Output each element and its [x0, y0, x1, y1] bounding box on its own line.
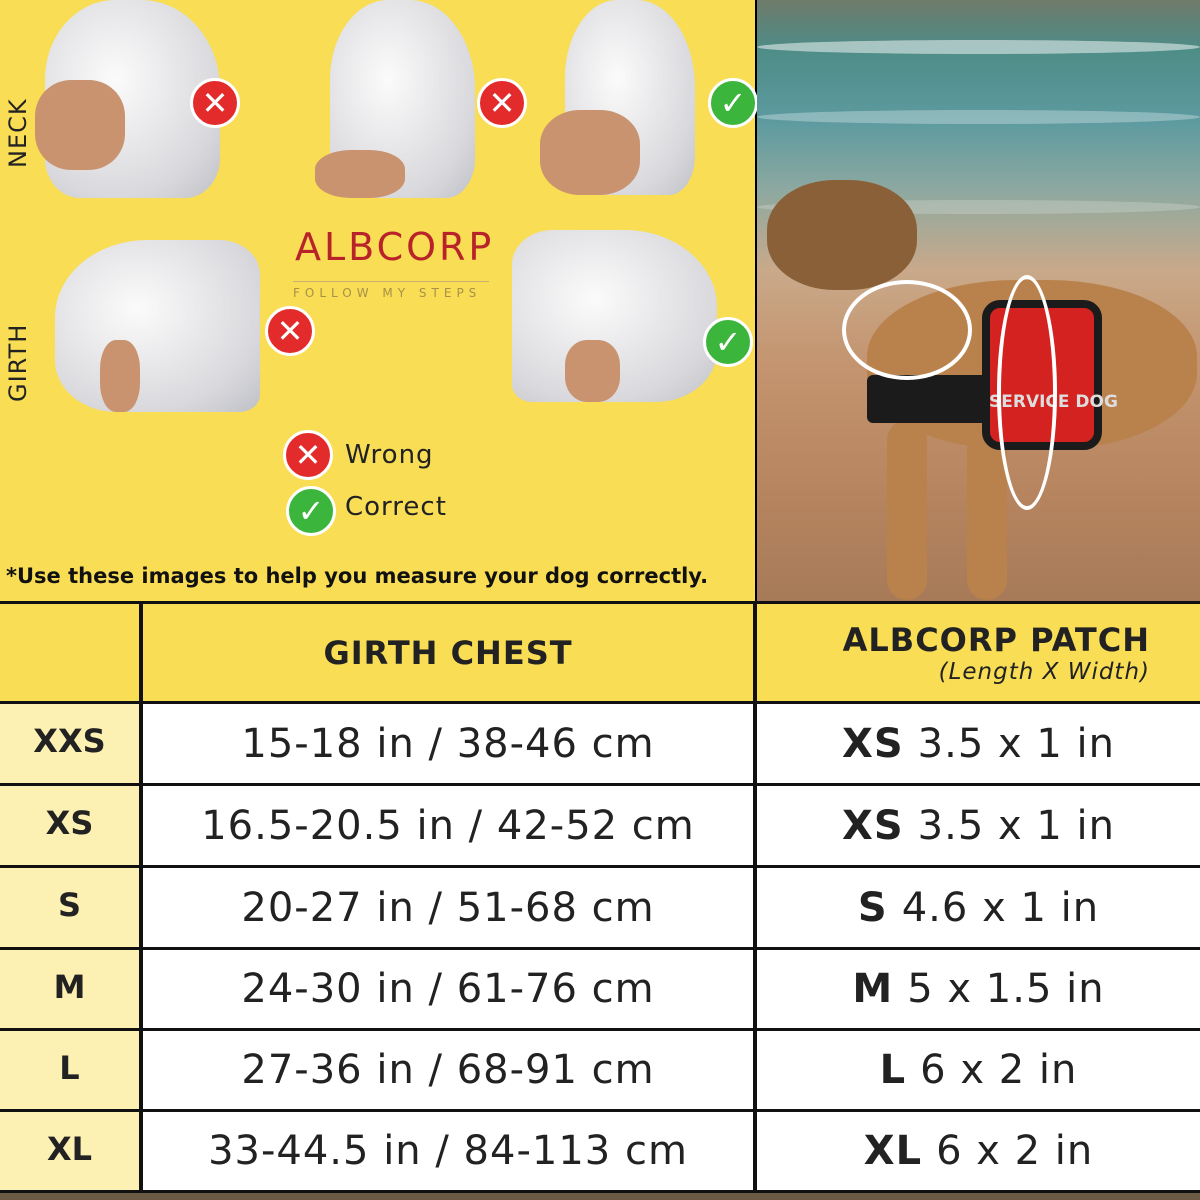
girth-cell: 20-27 in / 51-68 cm	[143, 868, 753, 947]
patch-cell: S 4.6 x 1 in	[757, 868, 1200, 947]
header-patch: ALBCORP PATCH (Length X Width)	[757, 604, 1200, 701]
measure-note: *Use these images to help you measure yo…	[6, 564, 709, 588]
patch-cell: M 5 x 1.5 in	[757, 950, 1200, 1028]
patch-dimensions: 4.6 x 1 in	[901, 884, 1100, 931]
x-icon: ✕	[265, 306, 315, 356]
check-icon: ✓	[703, 317, 753, 367]
girth-arrow	[997, 275, 1057, 510]
neck-arrow	[842, 280, 972, 380]
check-icon: ✓	[708, 78, 758, 128]
size-cell: XL	[0, 1112, 139, 1190]
hand-image	[35, 80, 125, 170]
header-girth: GIRTH CHEST	[143, 604, 753, 701]
patch-size: L	[879, 1047, 907, 1093]
mannequin-girth-wrong	[55, 240, 260, 412]
patch-size: S	[857, 884, 888, 931]
girth-cell: 16.5-20.5 in / 42-52 cm	[143, 786, 753, 865]
dog-leg	[887, 420, 927, 600]
header-size	[0, 604, 139, 701]
patch-size: XL	[863, 1128, 923, 1174]
patch-dimensions: 6 x 2 in	[936, 1128, 1094, 1174]
patch-size: M	[852, 966, 894, 1012]
patch-size: XS	[842, 802, 904, 849]
header-patch-subtitle: (Length X Width)	[938, 658, 1150, 685]
header-patch-title: ALBCORP PATCH	[842, 620, 1150, 659]
brand-tagline: FOLLOW MY STEPS	[293, 281, 489, 300]
girth-cell: 24-30 in / 61-76 cm	[143, 950, 753, 1028]
neck-label: NECK	[4, 98, 32, 168]
patch-dimensions: 5 x 1.5 in	[907, 966, 1105, 1012]
girth-cell: 27-36 in / 68-91 cm	[143, 1031, 753, 1109]
dog-photo: SERVICE DOG	[757, 0, 1200, 601]
patch-dimensions: 3.5 x 1 in	[917, 802, 1115, 849]
hand-image	[540, 110, 640, 195]
patch-cell: XS 3.5 x 1 in	[757, 786, 1200, 865]
girth-cell: 33-44.5 in / 84-113 cm	[143, 1112, 753, 1190]
hand-image	[565, 340, 620, 402]
guide-panel: NECK GIRTH ✕ ✕ ✓ ✕ ✓ ALBCORP FOLLOW MY S…	[0, 0, 758, 601]
size-cell: S	[0, 868, 139, 947]
hand-image	[100, 340, 140, 412]
patch-cell: L 6 x 2 in	[757, 1031, 1200, 1109]
x-icon: ✕	[190, 78, 240, 128]
size-table: GIRTH CHEST ALBCORP PATCH (Length X Widt…	[0, 601, 1200, 1193]
measurement-guide-section: NECK GIRTH ✕ ✕ ✓ ✕ ✓ ALBCORP FOLLOW MY S…	[0, 0, 1200, 601]
patch-size: XS	[842, 720, 904, 767]
x-icon: ✕	[283, 430, 333, 480]
x-icon: ✕	[477, 78, 527, 128]
legend-wrong: Wrong	[345, 440, 434, 470]
girth-label: GIRTH	[4, 323, 32, 402]
check-icon: ✓	[286, 486, 336, 536]
size-cell: M	[0, 950, 139, 1028]
size-cell: XS	[0, 786, 139, 865]
patch-dimensions: 6 x 2 in	[920, 1047, 1078, 1093]
size-cell: XXS	[0, 704, 139, 783]
patch-cell: XS 3.5 x 1 in	[757, 704, 1200, 783]
brand-logo: ALBCORP	[295, 225, 495, 269]
bottom-edge	[0, 1193, 1200, 1200]
patch-dimensions: 3.5 x 1 in	[917, 720, 1115, 767]
size-cell: L	[0, 1031, 139, 1109]
dog-head	[767, 180, 917, 290]
legend-correct: Correct	[345, 492, 447, 522]
patch-cell: XL 6 x 2 in	[757, 1112, 1200, 1190]
hand-image	[315, 150, 405, 198]
girth-cell: 15-18 in / 38-46 cm	[143, 704, 753, 783]
